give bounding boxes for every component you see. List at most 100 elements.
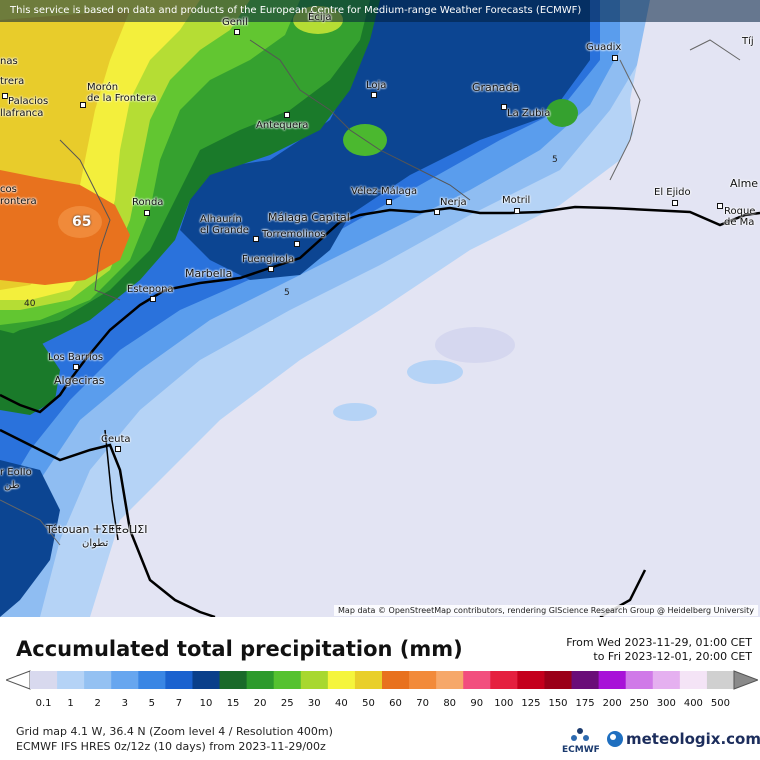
scale-color-19 (544, 671, 573, 689)
scale-tick-label: 400 (683, 698, 703, 709)
scale-color-16 (463, 671, 491, 689)
scale-color-18 (517, 671, 545, 689)
place-marker (434, 209, 440, 215)
place-tetouan: Tétouan ⵜⵉⵟⵟⴰⵡⵉⵏ (46, 523, 148, 536)
place-antequera: Antequera (256, 120, 309, 131)
place-el-ejido: El Ejido (654, 187, 691, 198)
meteologix-logo-text: meteologix.com (626, 730, 760, 748)
scale-tick-label: 200 (602, 698, 622, 709)
moron-line1: Morón (87, 82, 119, 93)
color-scale (6, 670, 758, 690)
contour-label: 5 (284, 288, 290, 298)
map-title: Accumulated total precipitation (mm) (16, 637, 463, 661)
model-info: ECMWF IFS HRES 0z/12z (10 days) from 202… (16, 740, 326, 753)
place-ecija: Écija (308, 12, 332, 23)
scale-color-20 (571, 671, 600, 689)
legend-panel: Accumulated total precipitation (mm) Fro… (0, 617, 760, 760)
place-alhaurin: Alhaurín el Grande (200, 214, 249, 236)
place-marker (234, 29, 240, 35)
place-marker (2, 93, 8, 99)
alhaurin-line1: Alhaurín (200, 214, 242, 225)
place-marker (150, 296, 156, 302)
scale-color-3 (111, 671, 139, 689)
place-nerja: Nerja (440, 197, 467, 208)
scale-tick-label: 125 (521, 698, 541, 709)
scale-tick-label: 15 (226, 698, 240, 709)
place-los-barrios: Los Barrios (48, 352, 104, 363)
scale-color-7 (219, 671, 248, 689)
place-tij: Tíj (742, 36, 754, 47)
place-marker (115, 446, 121, 452)
scale-color-17 (490, 671, 518, 689)
ecmwf-logo[interactable]: ECMWF (558, 727, 606, 757)
place-algeciras: Algeciras (54, 374, 105, 387)
moron-line2: de la Frontera (87, 93, 157, 104)
alhaurin-line2: el Grande (200, 225, 249, 236)
place-nas: nas (0, 56, 18, 67)
place-fuengirola: Fuengirola (242, 254, 295, 265)
place-rincon-ar: طن (4, 480, 20, 491)
scale-tick-label: 10 (199, 698, 213, 709)
scale-color-12 (354, 671, 383, 689)
scale-tick-label: 1 (67, 698, 74, 709)
place-marker (501, 104, 507, 110)
scale-color-2 (84, 671, 112, 689)
scale-color-5 (165, 671, 193, 689)
scale-color-9 (273, 671, 302, 689)
place-loja: Loja (366, 80, 387, 91)
map-attribution[interactable]: Map data © OpenStreetMap contributors, r… (334, 605, 758, 616)
scale-color-15 (436, 671, 464, 689)
place-guadix: Guadix (586, 42, 622, 53)
place-palacios: Palacios (8, 96, 49, 107)
place-frontera: rontera (0, 196, 37, 207)
scale-tick-label: 60 (389, 698, 402, 709)
place-genil: Genil (222, 17, 248, 28)
contour-label: 5 (552, 155, 558, 165)
scale-tick-label: 30 (307, 698, 321, 709)
place-ceuta: Ceuta (101, 434, 131, 445)
scale-tick-label: 2 (94, 698, 101, 709)
period-to: to Fri 2023-12-01, 20:00 CET (593, 650, 752, 663)
place-trera: trera (0, 76, 25, 87)
scale-color-11 (327, 671, 356, 689)
scale-tick-label: 300 (656, 698, 676, 709)
place-moron: Morón de la Frontera (87, 82, 156, 104)
scale-color-1 (57, 671, 85, 689)
scale-color-6 (192, 671, 221, 689)
scale-color-10 (300, 671, 329, 689)
place-velez-malaga: Vélez-Málaga (351, 186, 418, 197)
scale-tick-label: 150 (548, 698, 568, 709)
meteologix-logo[interactable]: meteologix.com (607, 730, 760, 748)
place-marker (144, 210, 150, 216)
scale-color-14 (409, 671, 437, 689)
meteologix-globe-icon (607, 731, 623, 747)
place-cos: cos (0, 184, 17, 195)
place-almeria: Alme (730, 177, 759, 190)
scale-tick-label: 175 (575, 698, 595, 709)
place-marker (284, 112, 290, 118)
scale-tick-label: 100 (494, 698, 514, 709)
place-marker (80, 102, 86, 108)
contour-label: 40 (24, 299, 36, 309)
scale-color-13 (382, 671, 410, 689)
period-from: From Wed 2023-11-29, 01:00 CET (566, 636, 752, 649)
place-marker (294, 241, 300, 247)
grid-info: Grid map 4.1 W, 36.4 N (Zoom level 4 / R… (16, 725, 333, 738)
ecmwf-service-notice: This service is based on data and produc… (0, 0, 760, 22)
scale-tick-label: 250 (629, 698, 649, 709)
scale-tick-label: 80 (443, 698, 457, 709)
place-marbella: Marbella (185, 267, 233, 280)
place-marker (612, 55, 618, 61)
scale-tick-label: 3 (121, 698, 128, 709)
scale-tick-label: 40 (335, 698, 348, 709)
precipitation-map[interactable]: This service is based on data and produc… (0, 0, 760, 617)
max-value-label: 65 (72, 214, 92, 230)
place-rincon: r EoIIo (0, 467, 32, 478)
scale-tick-label: 5 (148, 698, 156, 709)
roque-line1: Roque (724, 206, 756, 217)
scale-color-21 (598, 671, 627, 689)
place-marker (73, 364, 79, 370)
place-malaga: Málaga Capital (268, 211, 350, 224)
place-torremolinos: Torremolinos (262, 229, 326, 240)
place-marker (386, 199, 392, 205)
